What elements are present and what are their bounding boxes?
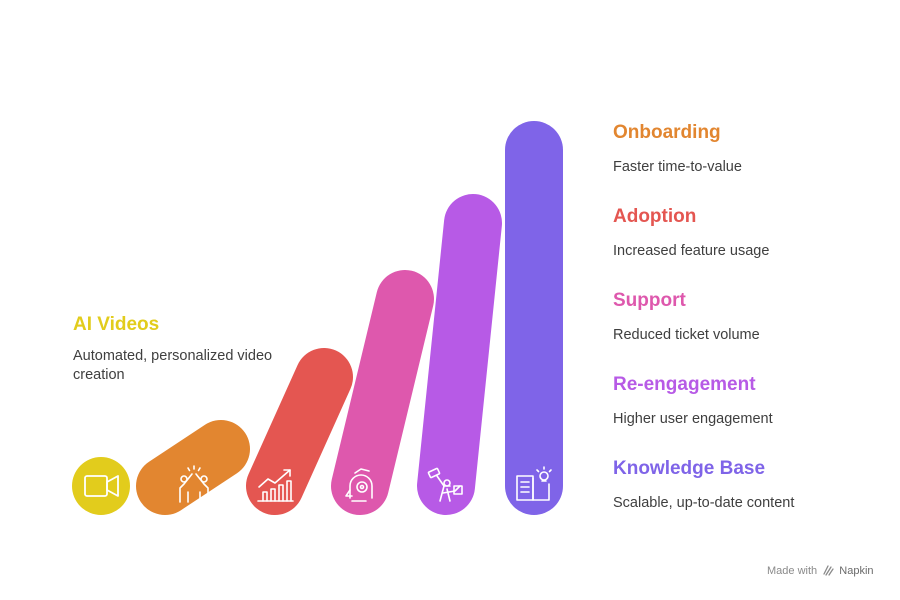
napkin-logo-icon [823,565,834,576]
ai-videos-node [72,457,130,515]
knowledge-base-title: Knowledge Base [613,458,766,479]
napkin-brand-label: Napkin [839,565,874,577]
adoption-description: Increased feature usage [613,243,770,259]
made-with-label: Made with [767,565,818,577]
high-five-icon [179,465,209,503]
support-description: Reduced ticket volume [613,327,760,343]
ai-videos-title: AI Videos [73,314,160,335]
ai-videos-description: Automated, personalized video creation [73,348,273,383]
support-title: Support [613,290,686,311]
video-camera-icon [84,475,119,497]
re-engagement-bar [417,194,502,515]
book-idea-icon [516,466,552,501]
support-headset-icon [345,468,373,502]
growth-chart-icon [257,469,294,502]
celebration-person-icon [427,467,463,502]
re-engagement-description: Higher user engagement [613,411,773,427]
onboarding-title: Onboarding [613,122,721,143]
knowledge-base-description: Scalable, up-to-date content [613,495,795,511]
support-bar [331,270,434,515]
adoption-title: Adoption [613,206,697,227]
onboarding-bar [136,420,250,515]
re-engagement-title: Re-engagement [613,374,756,395]
adoption-bar [246,348,353,515]
knowledge-base-bar [505,121,563,515]
onboarding-description: Faster time-to-value [613,159,742,175]
footer-credit: Made with Napkin [767,565,874,577]
